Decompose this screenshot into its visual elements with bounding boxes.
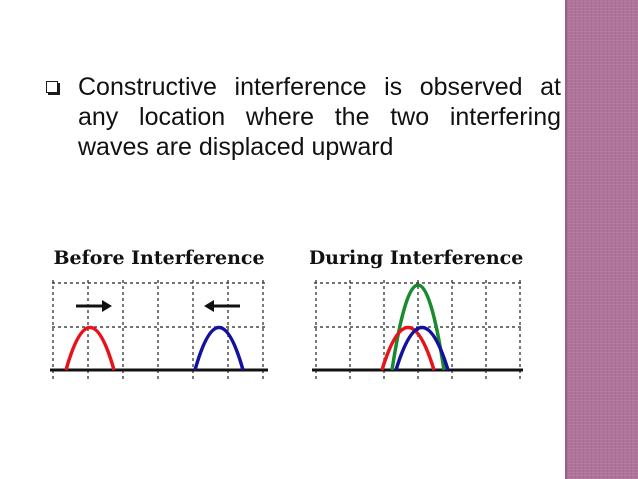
square-bullet-icon — [46, 81, 58, 93]
left-arrow-icon — [204, 300, 240, 312]
red-wave-pulse — [64, 325, 116, 371]
blue-wave-pulse — [394, 325, 450, 371]
during-interference-title: During Interference — [310, 247, 523, 269]
before-interference-title: Before Interference — [53, 247, 264, 269]
during-interference-diagram: During Interference — [309, 247, 523, 380]
right-arrow-icon — [76, 300, 112, 312]
sidebar-edge — [565, 0, 567, 479]
decorative-sidebar — [567, 0, 638, 479]
before-interference-diagram: Before Interference — [50, 247, 268, 380]
during-interference-figure: During Interference — [309, 240, 525, 385]
bullet-text: Constructive interference is observed at… — [78, 73, 561, 161]
before-interference-figure: Before Interference — [48, 240, 270, 385]
red-wave-pulse — [380, 325, 436, 371]
blue-wave-pulse — [193, 325, 245, 371]
grid — [52, 280, 266, 380]
